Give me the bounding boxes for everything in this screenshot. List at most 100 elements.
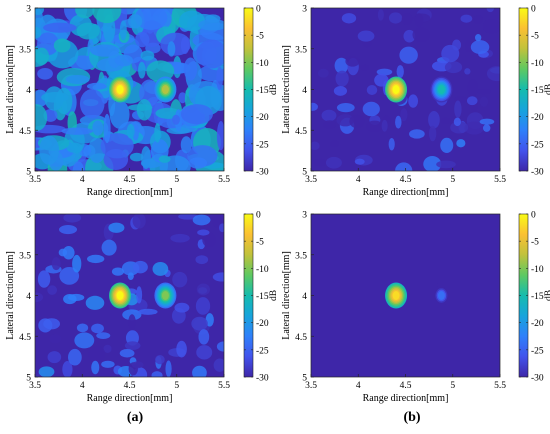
clutter-cell bbox=[409, 129, 425, 139]
colorbar-tick-label: 0 bbox=[531, 5, 536, 15]
clutter-cell bbox=[195, 297, 211, 315]
clutter-cell bbox=[482, 18, 500, 34]
target-ring bbox=[437, 291, 445, 300]
clutter-cell bbox=[311, 102, 318, 111]
clutter-cell bbox=[196, 345, 213, 360]
target-2 bbox=[430, 282, 453, 309]
x-tick-label: 5.5 bbox=[494, 381, 506, 391]
clutter-cell bbox=[381, 119, 388, 132]
clutter-cell bbox=[135, 31, 150, 48]
colorbar-label: dB bbox=[269, 84, 279, 95]
clutter-cell bbox=[317, 68, 329, 78]
clutter-cell bbox=[440, 137, 454, 154]
clutter-cell bbox=[180, 104, 213, 125]
clutter-cell bbox=[111, 267, 125, 276]
clutter-cell bbox=[49, 334, 62, 344]
x-tick-label: 5 bbox=[174, 381, 179, 391]
clutter-cell bbox=[335, 70, 349, 87]
clutter-cell bbox=[35, 26, 42, 39]
clutter-cell bbox=[140, 50, 155, 61]
clutter-cell bbox=[321, 109, 337, 122]
x-axis-label: Range direction[mm] bbox=[363, 393, 449, 404]
clutter-cell bbox=[440, 117, 451, 125]
x-tick-label: 4 bbox=[356, 175, 361, 185]
colorbar-tick-label: -30 bbox=[256, 374, 269, 384]
clutter-cell bbox=[108, 222, 125, 233]
colorbar-tick-label: -10 bbox=[531, 59, 544, 69]
clutter-cell bbox=[464, 121, 484, 135]
colorbar-label: dB bbox=[269, 290, 279, 301]
clutter-cell bbox=[444, 61, 463, 74]
clutter-cell bbox=[216, 66, 223, 91]
clutter-cell bbox=[87, 254, 105, 264]
clutter-cell bbox=[47, 351, 62, 364]
y-tick-label: 3 bbox=[26, 5, 31, 15]
clutter-cell bbox=[75, 8, 95, 19]
clutter-cell bbox=[35, 8, 44, 15]
colorbar: 0 -5 -10 -15 -20 -25 -30 dB bbox=[518, 5, 550, 178]
clutter-cell bbox=[103, 344, 112, 354]
clutter-cell bbox=[345, 56, 360, 67]
clutter-cell bbox=[35, 47, 49, 65]
clutter-cell bbox=[336, 114, 355, 127]
clutter-cell bbox=[136, 286, 143, 304]
clutter-cell bbox=[114, 54, 134, 67]
clutter-cell bbox=[374, 73, 389, 87]
clutter-cell bbox=[132, 214, 146, 229]
y-tick-label: 3 bbox=[302, 211, 307, 221]
x-tick-label: 3.5 bbox=[29, 381, 41, 391]
y-tick-label: 4.5 bbox=[19, 127, 31, 137]
clutter-cell bbox=[198, 19, 224, 31]
clutter-cell bbox=[196, 283, 211, 296]
colorbar-tick-label: -15 bbox=[531, 292, 544, 302]
clutter-cell bbox=[325, 156, 342, 169]
clutter-cell bbox=[91, 323, 104, 334]
clutter-cell bbox=[47, 285, 58, 295]
clutter-cell bbox=[62, 361, 73, 377]
clutter-cell bbox=[167, 41, 176, 57]
clutter-cell bbox=[474, 34, 482, 42]
clutter-cell bbox=[37, 270, 51, 288]
clutter-cell bbox=[464, 68, 471, 75]
y-tick-label: 3 bbox=[302, 5, 307, 15]
heatmap-image bbox=[35, 214, 224, 377]
clutter-cell bbox=[192, 365, 207, 377]
clutter-cell bbox=[354, 158, 365, 165]
clutter-cell bbox=[62, 245, 75, 260]
colorbar-tick-label: 0 bbox=[256, 5, 261, 15]
clutter-cell bbox=[323, 120, 337, 130]
clutter-cell bbox=[188, 157, 208, 169]
clutter-cell bbox=[158, 155, 171, 163]
clutter-cell bbox=[482, 124, 491, 132]
clutter-cell bbox=[377, 9, 384, 21]
clutter-cell bbox=[428, 110, 440, 129]
clutter-cell bbox=[61, 127, 93, 135]
clutter-cell bbox=[202, 232, 216, 248]
colorbar-label: dB bbox=[544, 84, 550, 95]
heatmap-image bbox=[311, 214, 500, 377]
y-tick-label: 3.5 bbox=[295, 45, 307, 55]
clutter-cell bbox=[59, 266, 80, 285]
clutter-cell bbox=[428, 125, 437, 142]
clutter-cell bbox=[134, 8, 168, 30]
clutter-cell bbox=[138, 308, 158, 315]
clutter-cell bbox=[136, 99, 152, 121]
clutter-cell bbox=[132, 260, 148, 274]
target-ring bbox=[161, 85, 169, 94]
y-tick-label: 5 bbox=[302, 168, 307, 178]
clutter-cell bbox=[68, 348, 82, 366]
x-tick-label: 5 bbox=[450, 175, 455, 185]
clutter-cell bbox=[395, 115, 402, 129]
clutter-cell bbox=[376, 68, 393, 76]
clutter-cell bbox=[399, 46, 418, 64]
target-ring bbox=[116, 85, 124, 94]
colorbar-tick-label: -30 bbox=[531, 374, 544, 384]
clutter-cell bbox=[176, 340, 187, 358]
clutter-cell bbox=[408, 94, 419, 108]
clutter-cell bbox=[37, 67, 53, 80]
clutter-cell bbox=[172, 114, 180, 125]
clutter-cell bbox=[63, 214, 82, 223]
clutter-cell bbox=[79, 89, 105, 119]
